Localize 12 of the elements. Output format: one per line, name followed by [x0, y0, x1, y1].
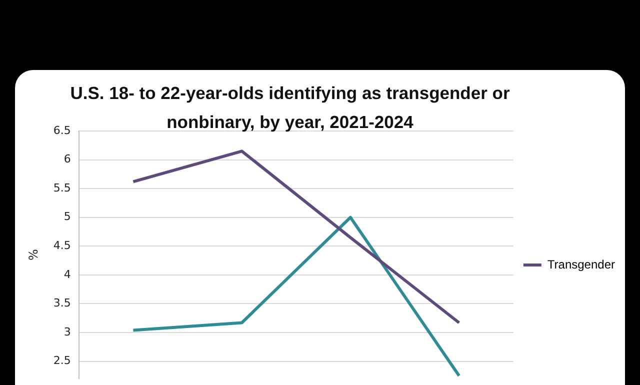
y-tick-label: 3.5	[53, 296, 71, 310]
legend-label: Transgender	[547, 257, 616, 272]
y-tick-label: 4	[64, 268, 71, 281]
y-tick-label: 4.5	[53, 239, 71, 252]
y-tick-label: 6.5	[53, 124, 71, 137]
y-tick-label: 3	[64, 325, 71, 338]
y-tick-label: 6	[64, 152, 71, 166]
y-tick-label: 2.5	[53, 354, 71, 368]
y-tick-label: 5	[64, 210, 71, 224]
y-axis-title: %	[26, 249, 40, 261]
y-tick-label: 5.5	[53, 181, 71, 194]
chart-title: U.S. 18- to 22-year-olds identifying as transgender or nonbinary, by year, 2021-2024	[70, 83, 510, 132]
